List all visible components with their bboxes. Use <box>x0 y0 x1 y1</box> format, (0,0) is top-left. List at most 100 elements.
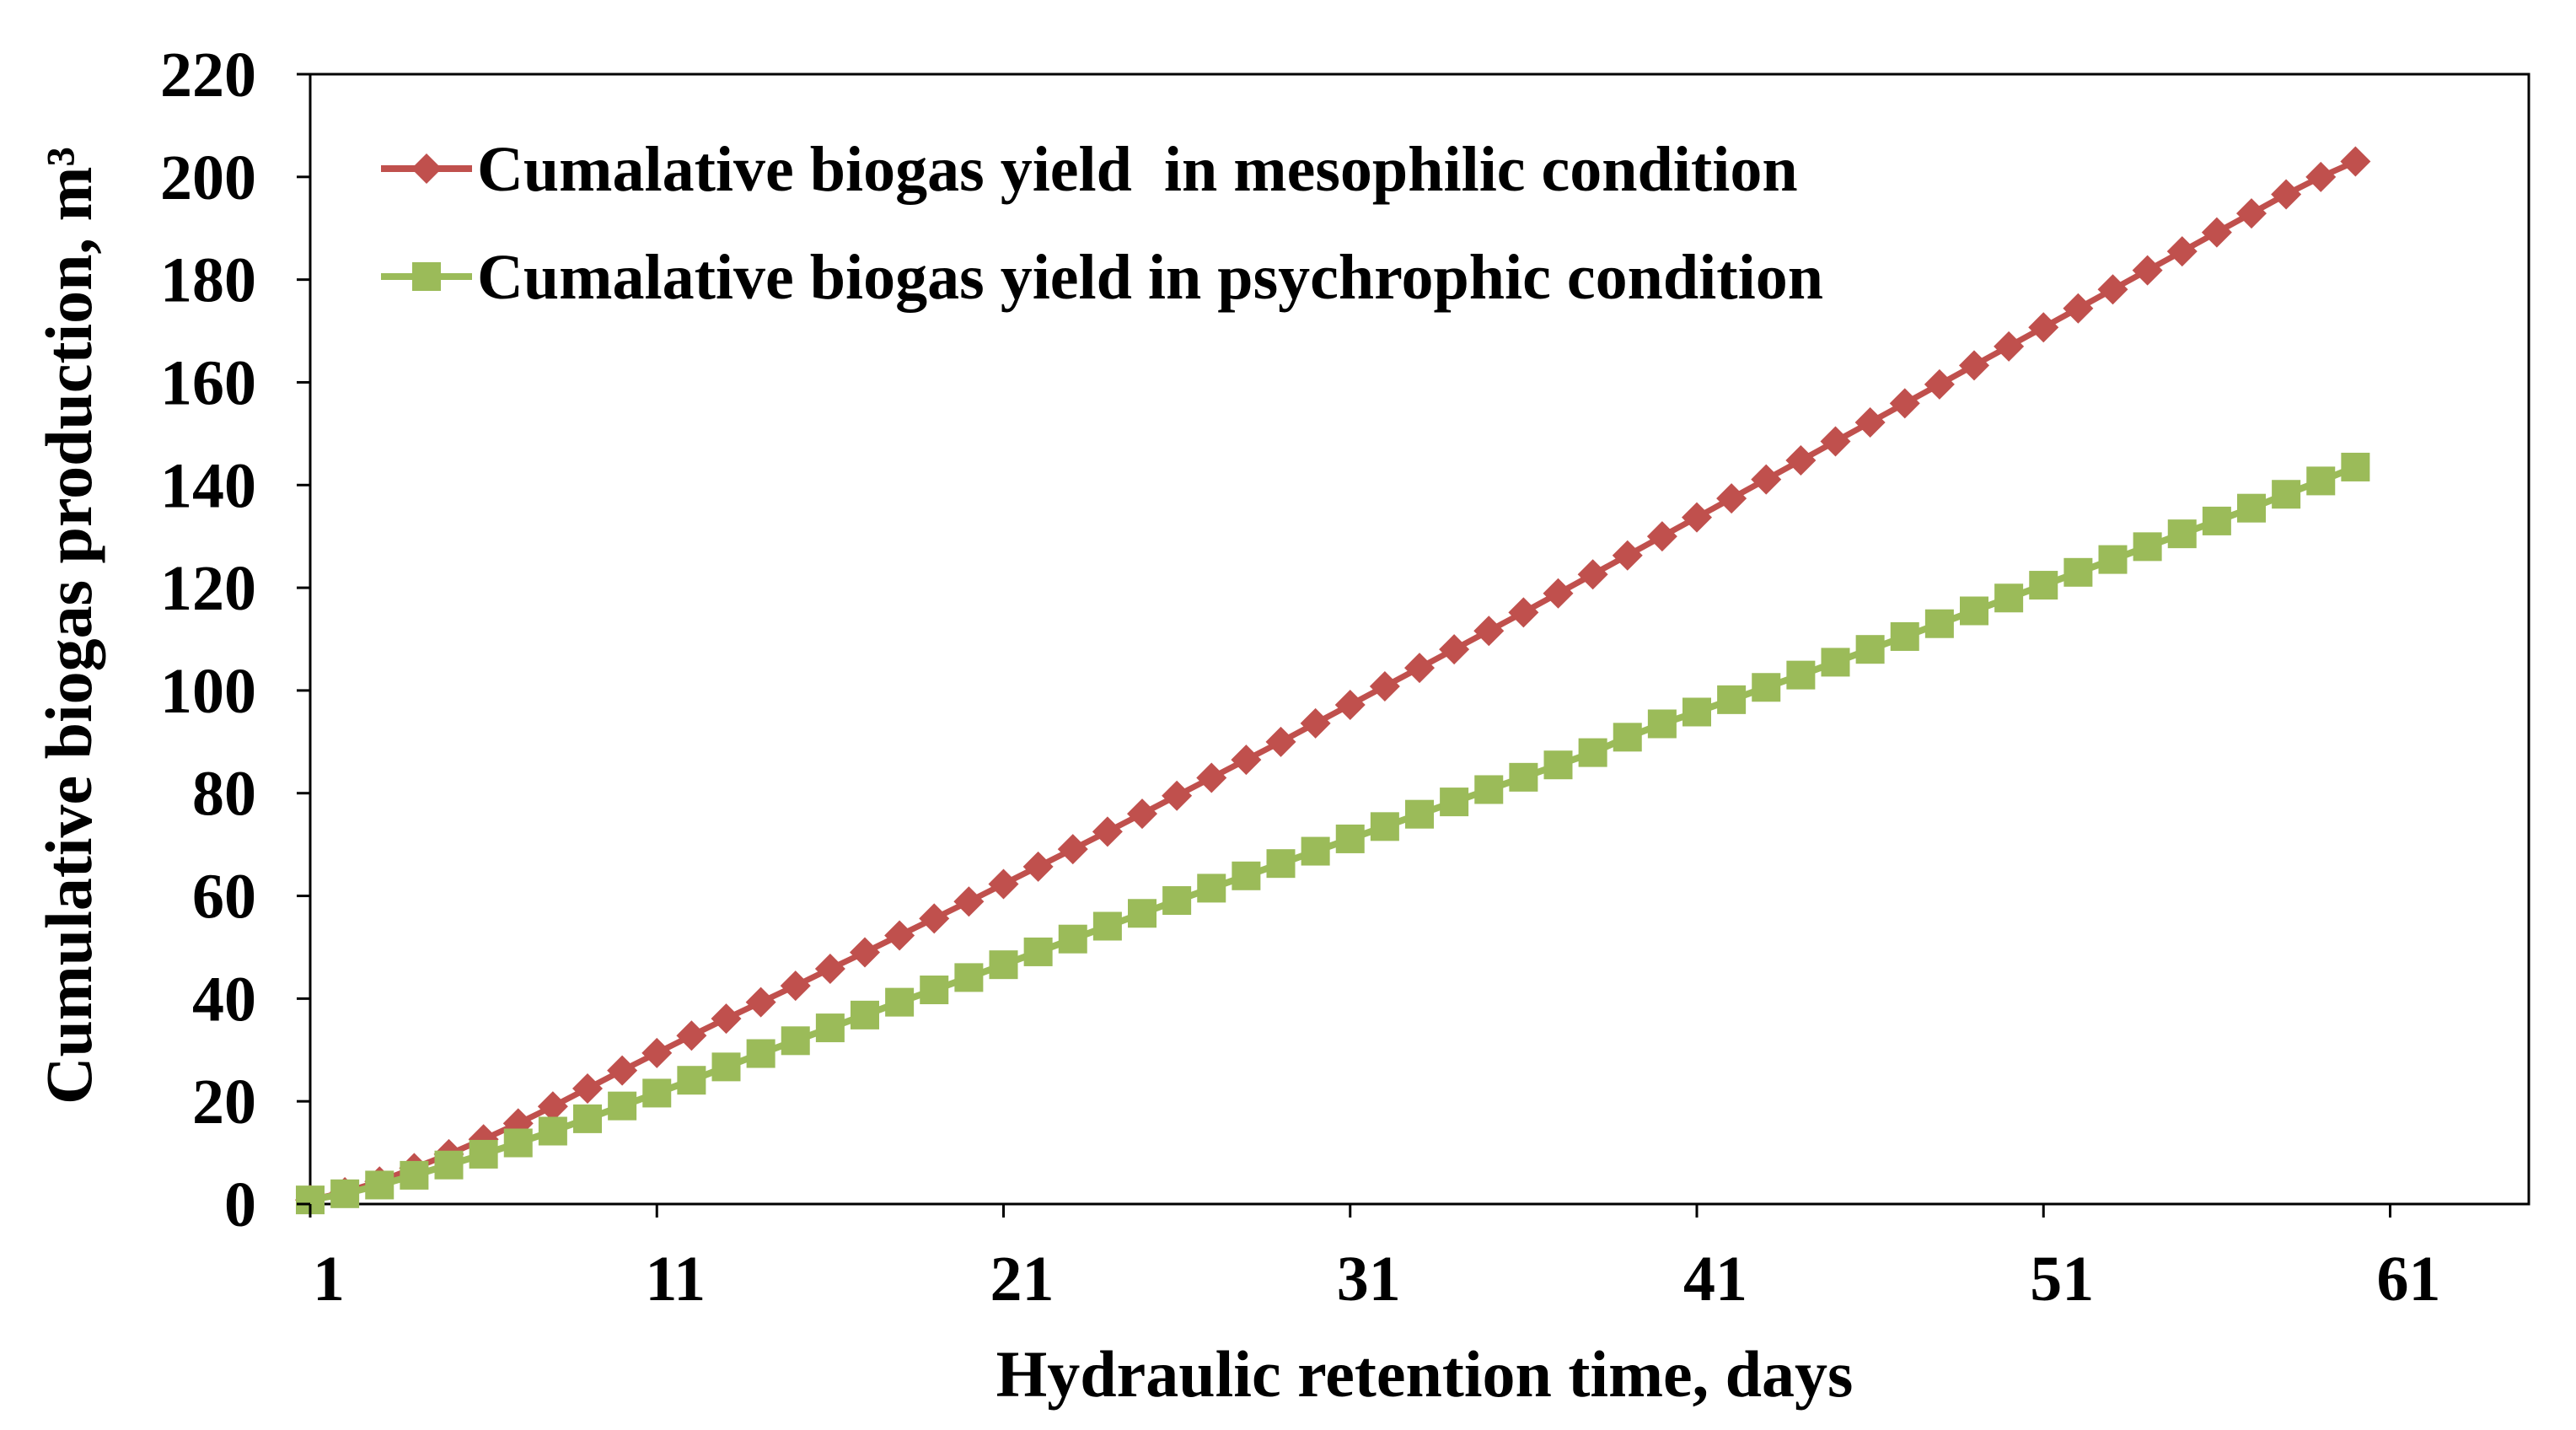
data-point <box>814 954 845 985</box>
data-point <box>2132 255 2163 286</box>
data-point <box>711 1052 741 1082</box>
data-point <box>1474 775 1504 804</box>
data-point <box>850 937 880 968</box>
data-point <box>1855 635 1885 664</box>
y-tick-label: 180 <box>160 245 256 316</box>
y-tick-label: 80 <box>192 759 256 830</box>
data-point <box>1613 723 1642 752</box>
data-point <box>2202 506 2231 535</box>
legend-label: Cumalative biogas yield in mesophilic co… <box>477 134 1798 205</box>
data-point <box>538 1116 567 1146</box>
data-point <box>642 1078 672 1108</box>
data-point <box>1265 726 1296 757</box>
data-point <box>607 1055 638 1086</box>
data-point <box>1023 937 1053 966</box>
data-point <box>1473 616 1505 647</box>
x-tick-label: 31 <box>1337 1244 1401 1314</box>
data-point <box>1162 886 1192 916</box>
y-axis-title: Cumulative biogas production, m³ <box>32 147 105 1105</box>
data-point <box>1647 709 1677 739</box>
data-point <box>1405 799 1434 829</box>
data-point <box>2167 519 2197 549</box>
data-point <box>1682 502 1712 533</box>
series-layer <box>295 146 2371 1216</box>
data-point <box>1960 596 1988 626</box>
data-point <box>1092 911 1122 941</box>
y-tick-label: 200 <box>160 142 256 213</box>
x-tick-label: 11 <box>645 1244 706 1314</box>
series-line <box>309 159 2357 1203</box>
y-tick-label: 20 <box>192 1067 256 1137</box>
data-point <box>1959 350 1989 381</box>
data-point <box>1369 671 1400 702</box>
y-tick-label: 60 <box>192 862 256 933</box>
data-point <box>1334 689 1366 720</box>
data-point <box>2063 293 2094 324</box>
data-point <box>1022 851 1054 882</box>
data-point <box>2098 545 2128 574</box>
data-point <box>1439 634 1470 665</box>
data-point <box>1821 648 1850 677</box>
data-point <box>1578 738 1607 767</box>
data-point <box>1890 621 1919 651</box>
series-mesophilic <box>295 146 2371 1216</box>
data-point <box>1232 861 1261 890</box>
data-point <box>400 1160 429 1190</box>
data-point <box>1128 899 1157 928</box>
data-point <box>1612 540 1643 571</box>
data-point <box>885 987 915 1017</box>
data-point <box>711 1003 742 1035</box>
data-point <box>1786 660 1816 690</box>
data-point <box>1543 578 1574 609</box>
data-point <box>920 976 949 1005</box>
data-point <box>677 1066 706 1095</box>
data-point <box>815 1013 845 1043</box>
data-point <box>1196 762 1227 793</box>
data-point <box>1854 406 1886 438</box>
data-point <box>1820 426 1851 457</box>
data-point <box>2236 198 2267 229</box>
data-point <box>2305 161 2337 192</box>
x-tick-label: 61 <box>2377 1244 2441 1314</box>
data-point <box>2237 493 2266 523</box>
data-point <box>503 1128 533 1158</box>
data-point <box>1197 874 1226 903</box>
data-point <box>572 1072 603 1104</box>
data-point <box>1508 597 1539 628</box>
data-point <box>1162 780 1193 811</box>
y-tick-label: 0 <box>224 1169 256 1240</box>
data-point <box>989 950 1018 980</box>
data-point <box>2133 532 2162 562</box>
plot-area <box>309 73 2530 1206</box>
data-point <box>2341 452 2370 481</box>
x-tick-label: 51 <box>2030 1244 2094 1314</box>
data-point <box>330 1179 360 1208</box>
x-tick-label: 41 <box>1683 1244 1747 1314</box>
series-psychrophilic <box>296 452 2370 1215</box>
data-point <box>1889 388 1920 419</box>
data-point <box>1577 559 1608 590</box>
data-point <box>919 903 950 934</box>
data-point <box>676 1020 707 1051</box>
data-point <box>1370 812 1399 841</box>
x-tick-label: 1 <box>313 1244 345 1314</box>
data-point <box>1300 707 1331 739</box>
data-point <box>780 970 811 1002</box>
data-point <box>2028 312 2059 343</box>
data-point <box>469 1139 498 1169</box>
data-point <box>1543 750 1573 780</box>
y-tick-label: 120 <box>160 553 256 624</box>
data-point <box>884 920 915 951</box>
y-tick-label: 40 <box>192 964 256 1035</box>
data-point <box>1994 331 2025 362</box>
y-tick-label: 220 <box>160 40 256 110</box>
data-point <box>1335 824 1365 853</box>
data-point <box>2272 480 2301 509</box>
data-point <box>573 1104 602 1133</box>
data-point <box>1994 583 2024 613</box>
y-tick-label: 100 <box>160 656 256 727</box>
data-point <box>953 886 985 917</box>
data-point <box>1682 697 1711 727</box>
